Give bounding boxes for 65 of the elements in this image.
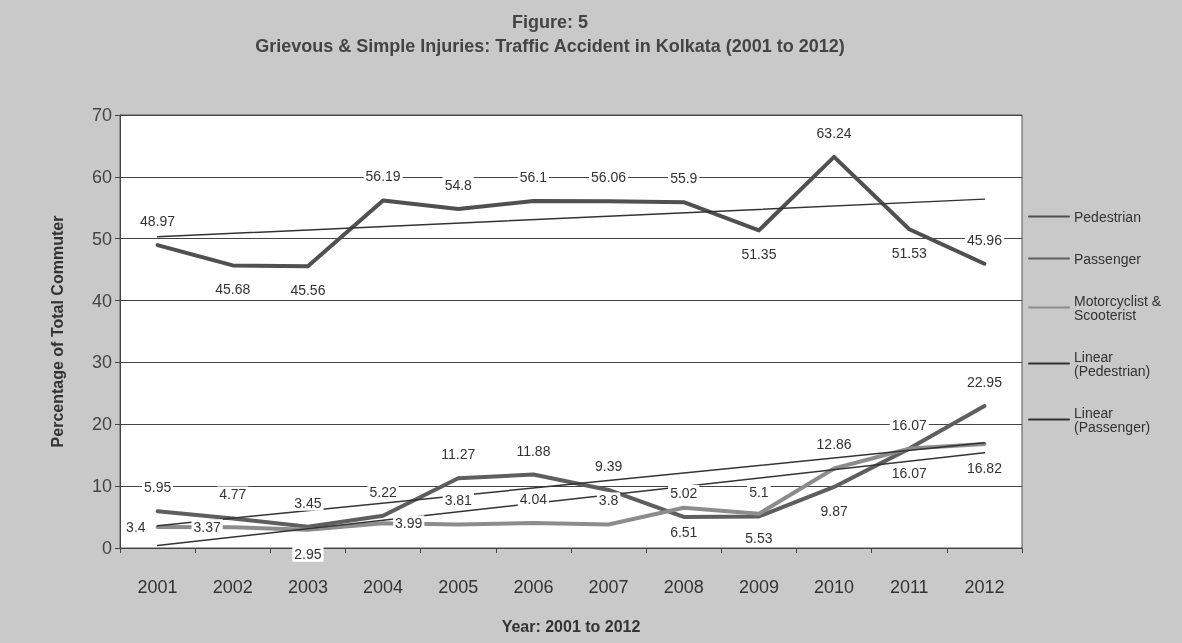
data-label: 45.68 xyxy=(215,281,251,298)
legend-label: Passenger xyxy=(1073,250,1142,267)
x-tick-label: 2012 xyxy=(964,577,1005,597)
data-label: 5.95 xyxy=(143,479,172,496)
data-label: 56.06 xyxy=(591,169,627,186)
data-label: 56.1 xyxy=(519,168,548,185)
data-label: 5.22 xyxy=(369,483,397,500)
data-label: 3.81 xyxy=(444,492,473,509)
data-label: 11.27 xyxy=(441,446,476,463)
x-tick-label: 2009 xyxy=(738,577,779,597)
x-tick-label: 2005 xyxy=(438,577,479,597)
x-tick-label: 2002 xyxy=(212,577,253,597)
data-label: 22.95 xyxy=(966,374,1003,391)
data-label: 11.88 xyxy=(516,442,551,459)
y-tick-label: 10 xyxy=(91,476,112,497)
data-label: 51.35 xyxy=(741,246,777,263)
y-tick-label: 60 xyxy=(91,166,112,187)
y-tick-label: 40 xyxy=(91,290,112,311)
data-label: 16.07 xyxy=(891,464,927,481)
y-tick-label: 70 xyxy=(91,105,112,125)
x-tick-label: 2007 xyxy=(588,577,629,597)
data-label: 45.96 xyxy=(966,231,1003,248)
data-label: 16.07 xyxy=(891,416,927,433)
chart-title: Figure: 5 xyxy=(511,12,589,32)
x-tick-label: 2006 xyxy=(513,577,554,597)
chart-subtitle: Grievous & Simple Injuries: Traffic Accident in Kolkata (2001 to 2012) xyxy=(255,36,845,56)
x-tick-label: 2001 xyxy=(137,577,178,597)
data-label: 55.9 xyxy=(670,170,698,187)
data-label: 5.53 xyxy=(745,529,773,546)
y-tick-label: 20 xyxy=(91,414,112,435)
data-label: 56.19 xyxy=(365,168,401,185)
data-label: 3.8 xyxy=(598,492,619,509)
data-label: 63.24 xyxy=(816,124,852,141)
data-label: 4.04 xyxy=(519,491,548,508)
x-axis-title: Year: 2001 to 2012 xyxy=(501,617,641,635)
data-label: 5.1 xyxy=(749,484,769,501)
data-label: 4.77 xyxy=(219,486,247,503)
data-label: 3.99 xyxy=(395,515,423,532)
data-label: 51.53 xyxy=(891,245,927,262)
legend-label: Pedestrian xyxy=(1073,208,1141,225)
data-label: 45.56 xyxy=(290,282,326,299)
x-tick-label: 2004 xyxy=(363,577,404,597)
data-label: 54.8 xyxy=(444,177,473,194)
data-label: 12.86 xyxy=(816,436,852,453)
data-label: 3.45 xyxy=(294,494,322,511)
data-label: 9.39 xyxy=(594,457,623,474)
data-label: 48.97 xyxy=(140,213,176,230)
data-label: 2.95 xyxy=(294,545,322,562)
data-label: 9.87 xyxy=(820,502,848,519)
x-tick-label: 2010 xyxy=(814,577,855,597)
x-tick-label: 2003 xyxy=(287,577,328,597)
x-tick-label: 2008 xyxy=(663,577,704,597)
legend-label: Linear (Passenger) xyxy=(1073,404,1151,435)
legend-label: Linear (Pedestrian) xyxy=(1073,348,1151,379)
y-axis-title: Percentage of Total Commuter xyxy=(48,215,66,448)
data-label: 6.51 xyxy=(670,523,698,540)
data-label: 16.82 xyxy=(966,459,1003,476)
legend-label: Motorcyclist & Scooterist xyxy=(1073,292,1165,323)
data-label: 5.02 xyxy=(670,484,698,501)
y-tick-label: 30 xyxy=(91,352,112,373)
y-tick-label: 0 xyxy=(101,538,112,558)
data-label: 3.37 xyxy=(193,519,221,536)
x-tick-label: 2011 xyxy=(889,577,929,597)
y-tick-label: 50 xyxy=(91,228,112,249)
data-label: 3.4 xyxy=(126,518,146,535)
